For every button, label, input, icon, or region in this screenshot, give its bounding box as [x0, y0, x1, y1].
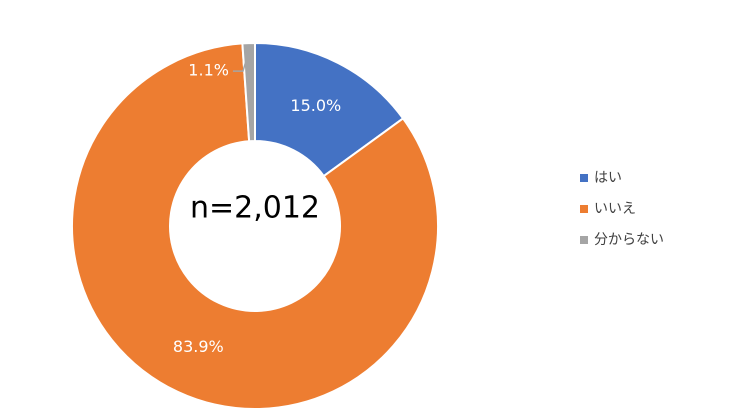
legend-swatch	[580, 205, 588, 213]
legend-label: 分からない	[594, 232, 664, 248]
value-label: 1.1%	[188, 61, 229, 80]
value-label: 15.0%	[290, 96, 341, 115]
donut-slice	[71, 42, 439, 410]
leader-line	[232, 50, 250, 72]
slices	[71, 41, 439, 410]
donut-slice	[254, 41, 405, 178]
value-label: 83.9%	[173, 337, 224, 356]
center-text: n=2,012	[190, 191, 320, 226]
legend-label: はい	[594, 170, 622, 186]
legend-swatch	[580, 174, 588, 182]
legend-label: いいえ	[594, 201, 636, 217]
labels: 15.0% 83.9% 1.1%	[173, 50, 341, 356]
donut-slice	[241, 41, 256, 143]
legend-swatch	[580, 236, 588, 244]
